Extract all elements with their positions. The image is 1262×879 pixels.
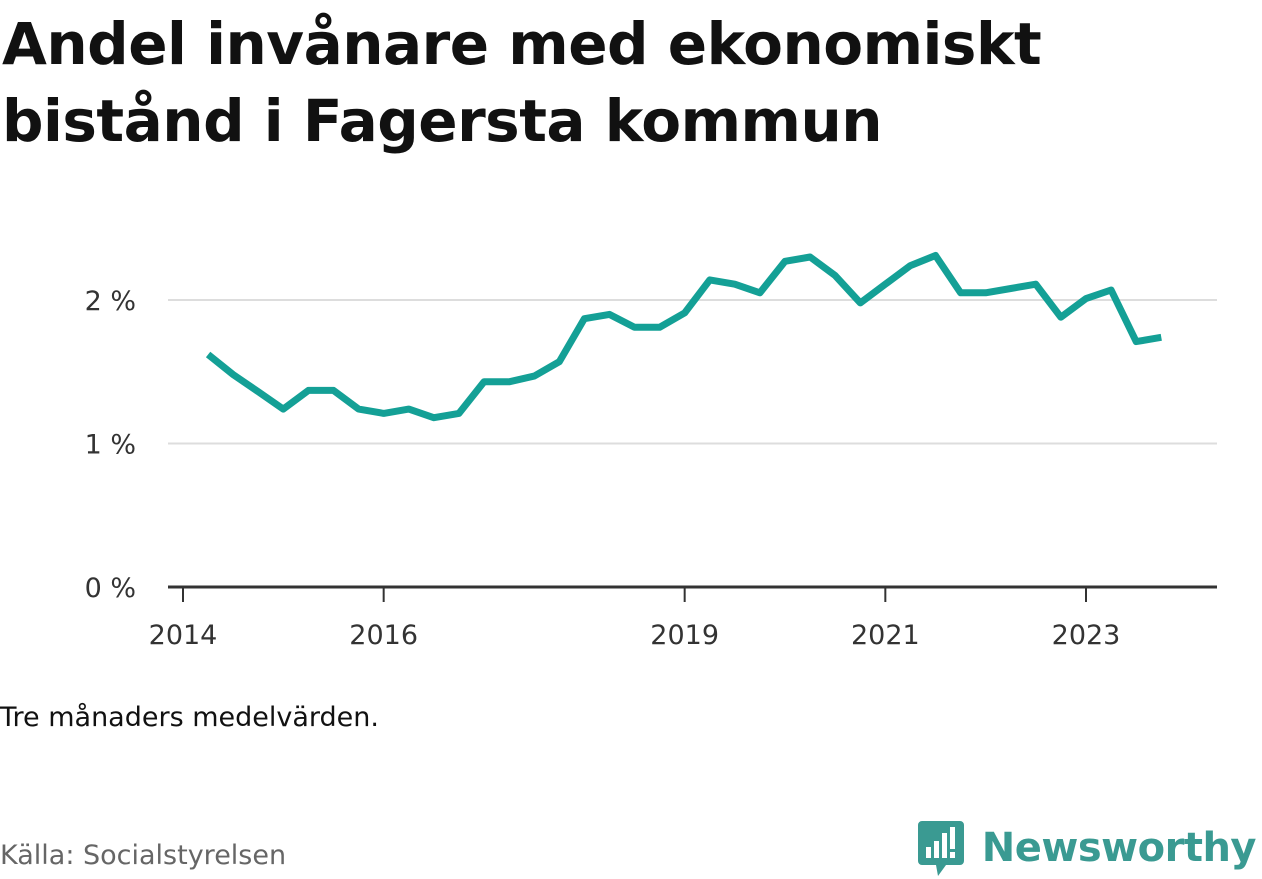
line-chart: 0 % 1 % 2 % 2014 2016 2019 2021 2023	[85, 252, 1217, 651]
chart-title: Andel invånare med ekonomiskt bistånd i …	[2, 10, 1042, 155]
brand-logo[interactable]: Newsworthy	[916, 818, 1257, 878]
x-tick-label: 2016	[349, 620, 418, 651]
source-text: Källa: Socialstyrelsen	[0, 840, 287, 871]
newsworthy-logo-icon	[917, 821, 964, 876]
x-tick-label: 2023	[1052, 620, 1121, 651]
y-tick-label: 2 %	[85, 286, 136, 317]
gridlines	[168, 299, 1217, 445]
x-tick-label: 2021	[851, 620, 920, 651]
x-tick-label: 2019	[650, 620, 719, 651]
x-axis-ticks	[182, 587, 1087, 602]
y-axis-labels: 0 % 1 % 2 %	[85, 286, 136, 604]
x-tick-label: 2014	[149, 620, 218, 651]
brand-name: Newsworthy	[981, 825, 1257, 871]
series-line	[205, 252, 1162, 422]
y-tick-label: 1 %	[85, 430, 136, 461]
chart-note: Tre månaders medelvärden.	[0, 702, 379, 733]
y-tick-label: 0 %	[85, 573, 136, 604]
x-axis-labels: 2014 2016 2019 2021 2023	[149, 620, 1121, 651]
